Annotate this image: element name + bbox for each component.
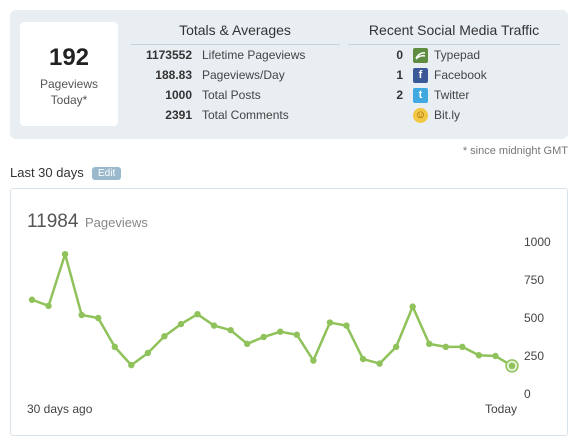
social-count: 2 [396,88,403,102]
twitter-icon: t [413,87,428,103]
y-tick-label: 0 [524,387,531,401]
bitly-icon: ☺ [413,107,428,123]
totals-row: 1000 Total Posts [130,85,340,105]
y-tick-label: 250 [524,349,544,363]
totals-label: Total Posts [202,88,261,102]
totals-row: 1173552 Lifetime Pageviews [130,45,340,65]
totals-value: 188.83 [155,68,192,82]
since-midnight-note: * since midnight GMT [462,145,568,157]
today-pageviews-label: Pageviews Today* [20,76,118,108]
data-point[interactable] [475,352,483,359]
data-point[interactable] [45,302,52,310]
totals-value: 1000 [165,88,192,102]
period-label: Last 30 days [10,165,84,180]
pageviews-chart-panel: 11984 Pageviews 1000 750 500 250 0 30 days a… [10,188,568,436]
social-row-facebook[interactable]: 1 f Facebook [348,65,560,85]
data-point[interactable] [260,333,267,341]
social-traffic-section: Recent Social Media Traffic 0 Typepad 1 … [348,22,560,125]
data-point[interactable] [359,355,367,363]
data-point[interactable] [61,250,69,258]
chart-total: 11984 [27,211,79,232]
social-row-twitter[interactable]: 2 t Twitter [348,85,560,105]
data-point[interactable] [111,343,118,351]
totals-row: 188.83 Pageviews/Day [130,65,340,85]
data-point[interactable] [426,340,433,348]
chart-total-label: Pageviews [85,215,148,230]
social-count: 0 [396,48,403,62]
today-pageviews-count: 192 [48,44,90,71]
totals-value: 1173552 [145,48,192,62]
data-point[interactable] [293,331,301,338]
edit-period-button[interactable]: Edit [92,167,122,180]
totals-label: Total Comments [202,108,289,122]
data-point[interactable] [492,352,499,360]
data-point[interactable] [210,322,218,329]
social-label: Bit.ly [434,108,461,122]
pageviews-line-chart: 11984 Pageviews 1000 750 500 250 0 30 days a… [27,211,551,416]
social-label: Twitter [434,88,470,102]
data-point[interactable] [459,343,466,351]
data-point[interactable] [177,320,185,328]
summary-panel: 192 Pageviews Today* Totals & Averages 1… [10,10,568,139]
totals-averages-section: Totals & Averages 1173552 Lifetime Pagev… [130,22,340,125]
data-point[interactable] [227,326,234,334]
data-point[interactable] [161,333,168,340]
pageviews-series-line [31,252,513,367]
data-point[interactable] [392,343,400,351]
data-point[interactable] [95,314,102,322]
data-point[interactable] [326,319,334,326]
data-point[interactable] [376,360,383,367]
today-pageviews-box: 192 Pageviews Today* [20,22,118,126]
data-point[interactable] [28,296,36,303]
data-point[interactable] [343,322,350,329]
social-label: Facebook [434,68,487,82]
data-point[interactable] [78,311,85,319]
totals-value: 2391 [165,108,192,122]
data-point[interactable] [194,311,201,318]
data-point[interactable] [442,343,449,351]
totals-label: Pageviews/Day [202,68,285,82]
totals-heading: Totals & Averages [130,22,340,45]
typepad-icon [413,47,428,63]
data-point[interactable] [144,349,152,357]
social-row-bitly[interactable]: ☺ Bit.ly [348,105,560,125]
totals-row: 2391 Total Comments [130,105,340,125]
data-point[interactable] [243,340,251,348]
social-heading: Recent Social Media Traffic [348,22,560,45]
y-tick-label: 750 [524,273,544,287]
data-point[interactable] [310,357,317,364]
data-point[interactable] [508,362,516,370]
today-label-line1: Pageviews [39,77,99,91]
x-start-label: 30 days ago [27,402,93,416]
data-point[interactable] [409,303,416,310]
y-tick-label: 500 [524,311,544,325]
data-point[interactable] [277,328,284,335]
facebook-icon: f [413,67,428,83]
today-label-line2: Today* [50,93,88,107]
social-count: 1 [396,68,403,82]
social-label: Typepad [434,48,481,62]
totals-label: Lifetime Pageviews [202,48,306,62]
x-end-label: Today [485,402,517,416]
y-tick-label: 1000 [524,235,551,249]
social-row-typepad[interactable]: 0 Typepad [348,45,560,65]
data-point[interactable] [128,361,135,369]
